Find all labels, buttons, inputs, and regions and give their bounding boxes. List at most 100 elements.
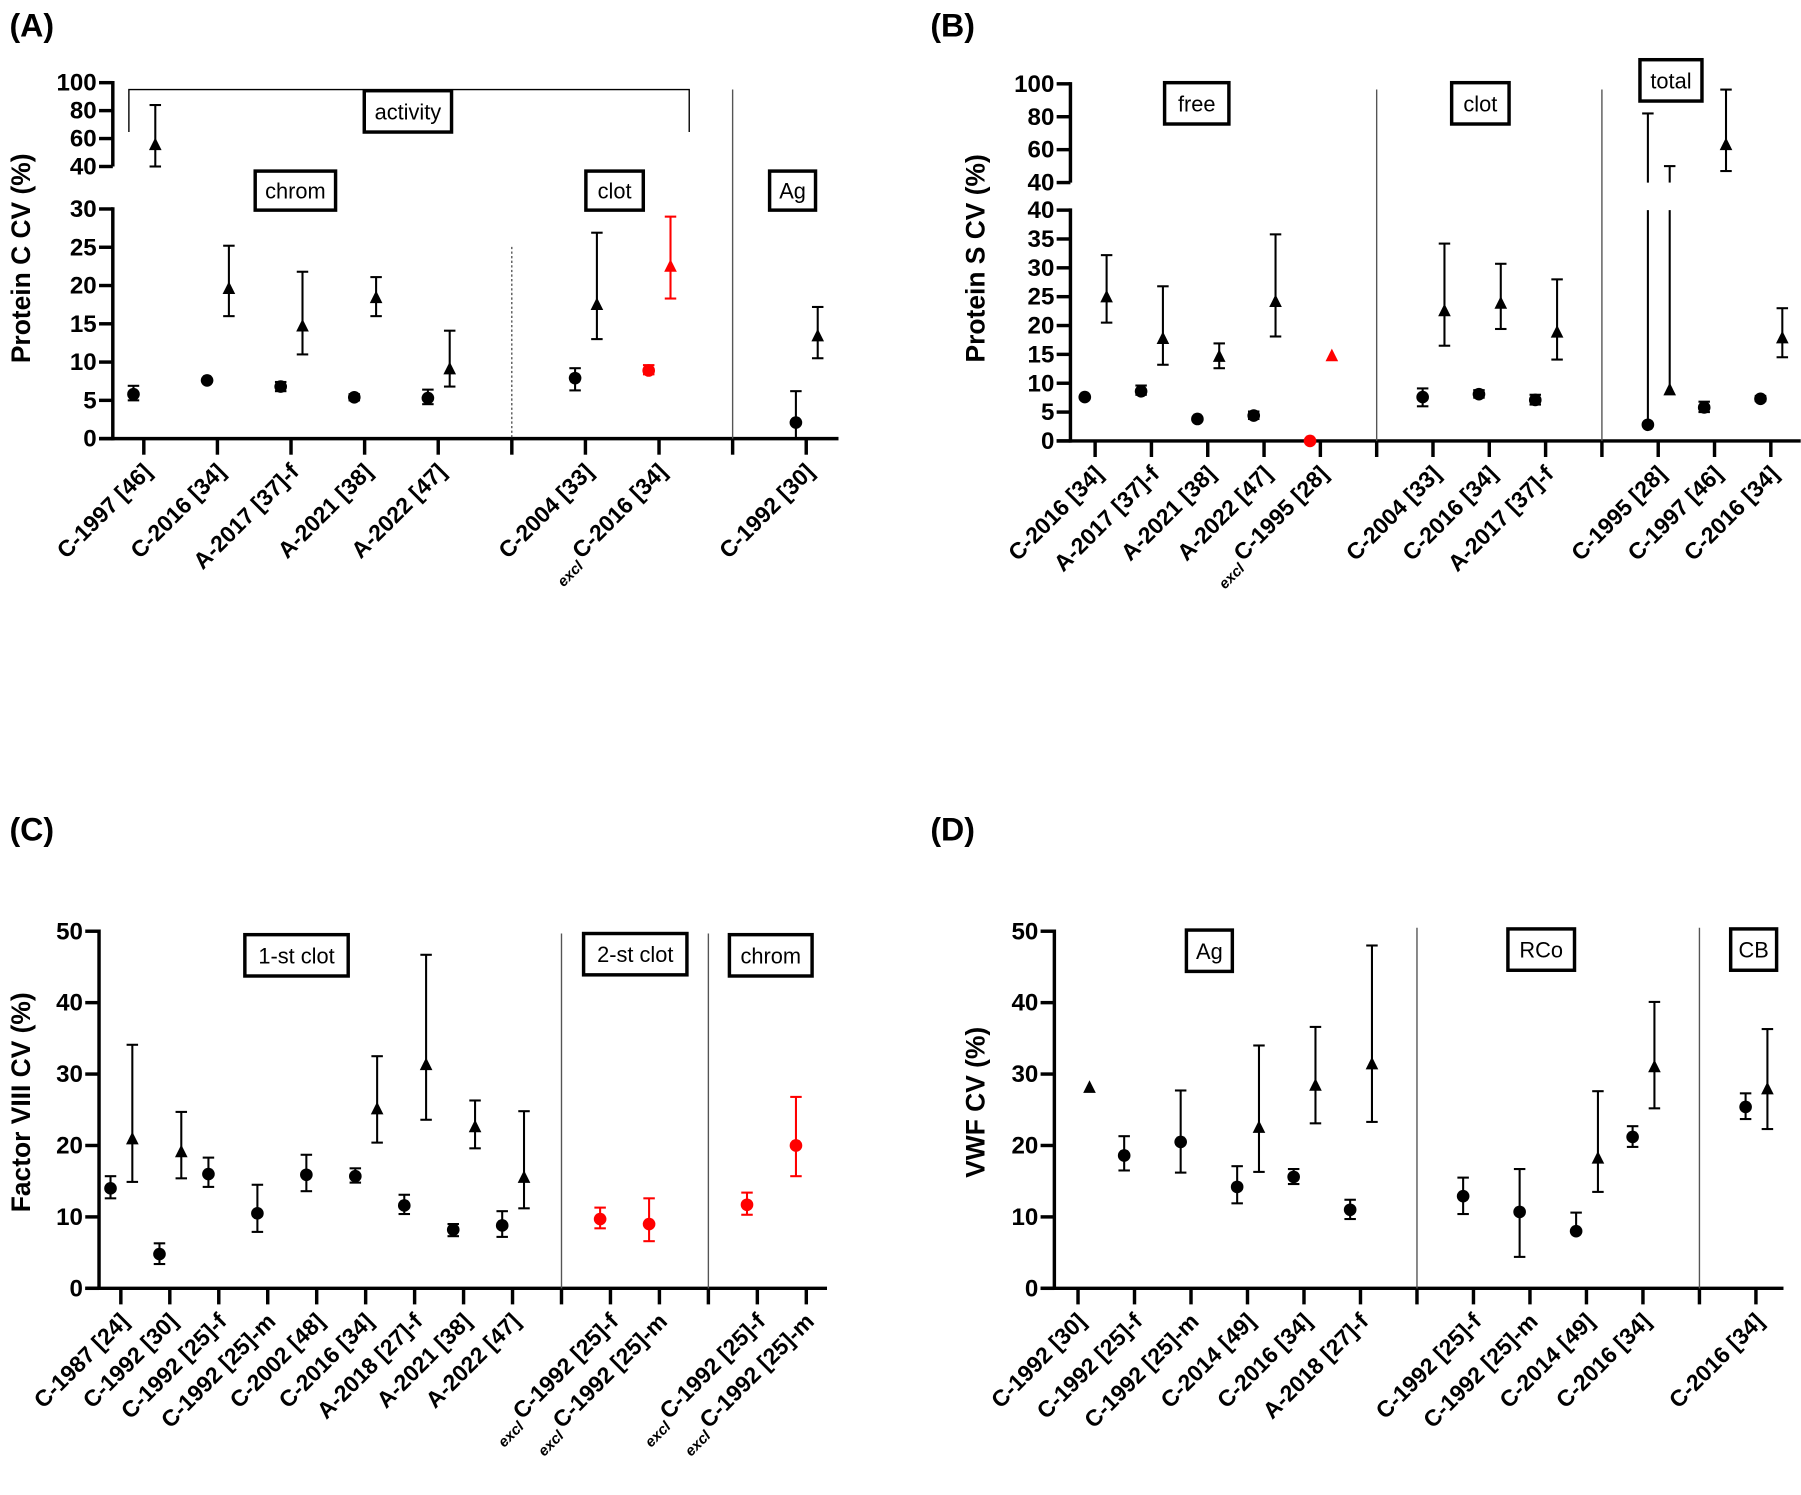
marker-circle <box>1754 392 1767 406</box>
data-point-circle <box>642 1197 656 1243</box>
group-label-box <box>253 169 338 212</box>
y-tick-label: 40 <box>1011 990 1038 1017</box>
x-tick-label: C-2016 [34] <box>1664 1308 1769 1413</box>
group-label: 1-st clot <box>258 943 334 968</box>
data-point-circle <box>1303 434 1317 448</box>
panel-b: (B)Protein S CV (%)051015202530354040608… <box>930 8 1801 593</box>
y-tick-label: 20 <box>56 1133 83 1160</box>
data-point-circle <box>642 364 656 377</box>
marker-circle <box>1472 387 1486 401</box>
y-tick-label: 10 <box>70 349 97 376</box>
y-tick-label: 30 <box>1028 255 1055 282</box>
marker-circle <box>1230 1180 1244 1194</box>
y-tick-label: 0 <box>1041 428 1054 455</box>
y-tick-label: 10 <box>1011 1204 1038 1231</box>
data-point-triangle <box>811 305 825 360</box>
marker-circle <box>397 1199 411 1212</box>
marker-circle <box>1174 1135 1187 1149</box>
data-point-circle <box>1513 1168 1526 1258</box>
marker-circle <box>349 1169 362 1183</box>
category-name: C-2016 [34] <box>1664 1308 1769 1413</box>
data-point-triangle <box>443 329 457 388</box>
marker-triangle <box>1591 1151 1605 1164</box>
group-label: total <box>1650 68 1691 93</box>
data-point-triangle <box>1365 944 1379 1123</box>
data-point-triangle <box>126 1043 139 1183</box>
marker-triangle <box>1776 330 1789 344</box>
panel-letter: (A) <box>9 8 54 44</box>
marker-triangle <box>174 1144 188 1158</box>
marker-triangle <box>369 290 383 304</box>
marker-circle <box>446 1223 460 1237</box>
data-point-circle <box>202 1156 215 1188</box>
data-point-circle <box>593 1206 607 1230</box>
data-point-circle <box>1287 1168 1300 1186</box>
group-label: free <box>1178 91 1216 116</box>
data-point-triangle <box>517 1110 531 1210</box>
marker-triangle <box>1100 289 1113 303</box>
y-tick-label: 50 <box>56 918 83 945</box>
y-tick-label: 100 <box>1014 71 1054 98</box>
y-tick-label: 5 <box>83 387 96 414</box>
marker-circle <box>1513 1205 1526 1219</box>
data-point-triangle <box>1494 262 1508 331</box>
data-point-circle <box>789 1095 803 1178</box>
marker-triangle <box>1648 1059 1661 1073</box>
y-tick-label: 80 <box>70 98 97 125</box>
marker-circle <box>1078 390 1092 404</box>
data-point-triangle <box>1325 348 1339 362</box>
data-point-circle <box>1641 112 1655 432</box>
marker-triangle <box>443 361 457 375</box>
data-point-triangle <box>174 1110 188 1180</box>
marker-triangle <box>126 1131 139 1145</box>
marker-circle <box>1626 1130 1639 1144</box>
group-label-box <box>581 931 689 977</box>
marker-triangle <box>419 1057 433 1071</box>
y-axis-title: VWF CV (%) <box>960 1027 990 1178</box>
data-point-triangle <box>1648 1000 1661 1110</box>
data-point-circle <box>300 1153 313 1193</box>
data-point-triangle <box>1269 233 1282 338</box>
y-tick-label: 30 <box>70 196 97 223</box>
group-label-box <box>1506 927 1577 972</box>
data-point-triangle <box>1761 1028 1774 1131</box>
y-tick-label: 0 <box>70 1275 83 1302</box>
panel-letter: (B) <box>930 8 975 44</box>
y-tick-label: 0 <box>83 426 96 453</box>
y-tick-label: 60 <box>1028 137 1055 164</box>
group-label: chrom <box>265 179 326 204</box>
y-tick-label: 15 <box>70 311 97 338</box>
data-point-triangle <box>1252 1044 1266 1173</box>
data-point-circle <box>1416 387 1429 408</box>
marker-triangle <box>296 318 309 332</box>
marker-triangle <box>1438 303 1451 317</box>
data-point-circle <box>421 388 435 406</box>
group-label-box <box>362 88 454 134</box>
marker-circle <box>274 380 287 393</box>
marker-circle <box>789 1139 803 1152</box>
data-point-circle <box>1697 400 1711 414</box>
panel-letter: (C) <box>9 812 54 848</box>
y-axis-title: Protein C CV (%) <box>6 154 36 364</box>
marker-triangle <box>1252 1120 1266 1133</box>
data-point-triangle <box>1663 165 1677 396</box>
y-tick-label: 10 <box>1028 370 1055 397</box>
data-point-triangle <box>1083 1080 1096 1093</box>
y-tick-label: 40 <box>1028 170 1055 197</box>
x-tick-label: C-1992 [30] <box>714 458 819 563</box>
data-point-circle <box>1247 409 1261 422</box>
data-point-triangle <box>1776 307 1789 359</box>
group-label-box <box>767 169 818 212</box>
marker-triangle <box>811 328 825 342</box>
y-tick-label: 15 <box>1028 341 1055 368</box>
data-point-circle <box>446 1223 460 1238</box>
panel-letter: (D) <box>930 812 975 848</box>
data-point-circle <box>397 1193 411 1216</box>
marker-circle <box>251 1207 264 1220</box>
data-point-triangle <box>370 1055 384 1144</box>
marker-triangle <box>664 259 677 272</box>
group-label-box <box>1728 927 1779 972</box>
data-point-circle <box>1117 1135 1131 1172</box>
